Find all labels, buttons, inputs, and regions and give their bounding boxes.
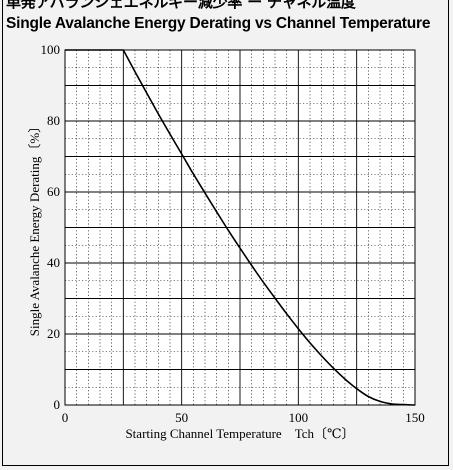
y-tick-label: 80 xyxy=(47,113,60,128)
y-tick-label: 60 xyxy=(47,184,60,199)
y-tick-label: 20 xyxy=(47,326,60,341)
x-axis-label: Starting Channel Temperature Tch〔℃〕 xyxy=(125,426,354,441)
y-tick-label: 40 xyxy=(47,255,60,270)
y-tick-labels: 0 20 40 60 80 100 xyxy=(41,42,61,412)
y-tick-label: 0 xyxy=(54,397,61,412)
x-tick-labels: 0 50 100 150 xyxy=(62,410,425,425)
x-tick-label: 100 xyxy=(289,410,309,425)
y-axis-label: Single Avalanche Energy Derating〔%〕 xyxy=(27,120,42,337)
x-tick-label: 0 xyxy=(62,410,69,425)
x-tick-label: 150 xyxy=(405,410,425,425)
y-tick-label: 100 xyxy=(41,42,61,57)
x-tick-label: 50 xyxy=(175,410,188,425)
